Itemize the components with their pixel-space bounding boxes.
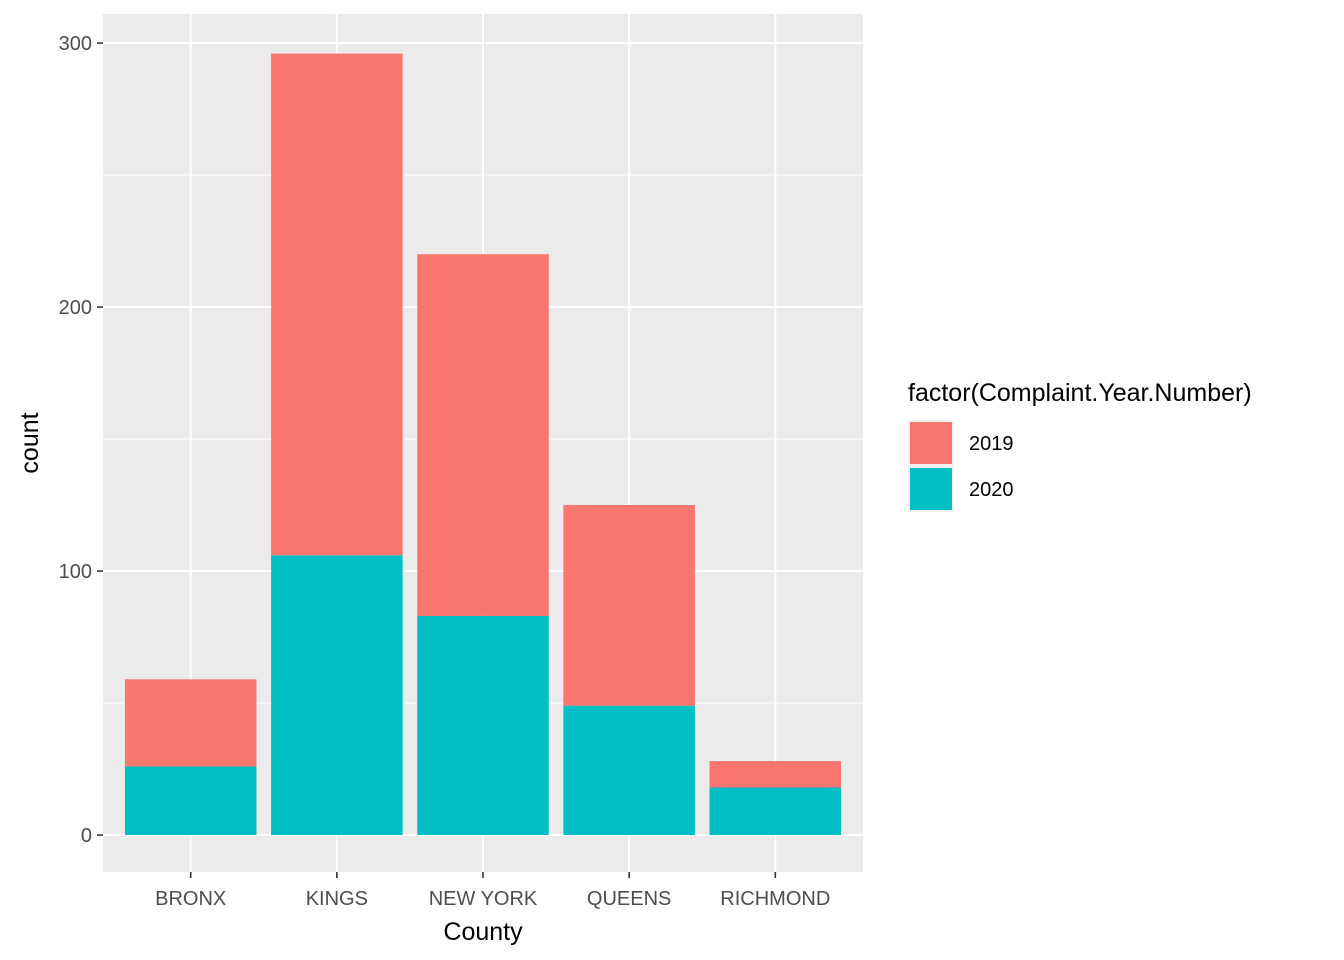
x-tick-label: QUEENS [587,888,671,910]
y-tick-label: 200 [59,297,92,319]
bar-2019-new-york [417,254,549,616]
bar-2020-bronx [124,766,257,836]
bar-2020-new-york [417,615,549,836]
bars [124,53,842,836]
legend-title: factor(Complaint.Year.Number) [908,379,1252,407]
bar-2020-kings [271,555,403,836]
bar-2019-queens [563,505,695,706]
y-tick-label: 300 [59,33,92,55]
bar-2020-queens [563,705,695,836]
y-axis-title: count [16,412,44,473]
legend-key-2020 [910,468,952,510]
legend: factor(Complaint.Year.Number) 2019 2020 [908,379,1252,512]
bar-2019-bronx [124,679,257,767]
x-axis: BRONX KINGS NEW YORK QUEENS RICHMOND [155,872,830,910]
bar-2019-kings [271,53,403,556]
legend-label-2019: 2019 [969,433,1014,455]
x-tick-label: KINGS [306,888,368,910]
y-axis: 0 100 200 300 [59,33,103,847]
legend-key-2019 [910,422,952,464]
bar-2019-richmond [709,761,842,788]
x-tick-label: NEW YORK [429,888,538,910]
legend-label-2020: 2020 [969,479,1014,501]
x-tick-label: BRONX [155,888,226,910]
x-tick-label: RICHMOND [720,888,830,910]
x-axis-title: County [443,918,523,946]
y-tick-label: 100 [59,561,92,583]
y-tick-label: 0 [81,825,92,847]
bar-2020-richmond [709,787,842,836]
